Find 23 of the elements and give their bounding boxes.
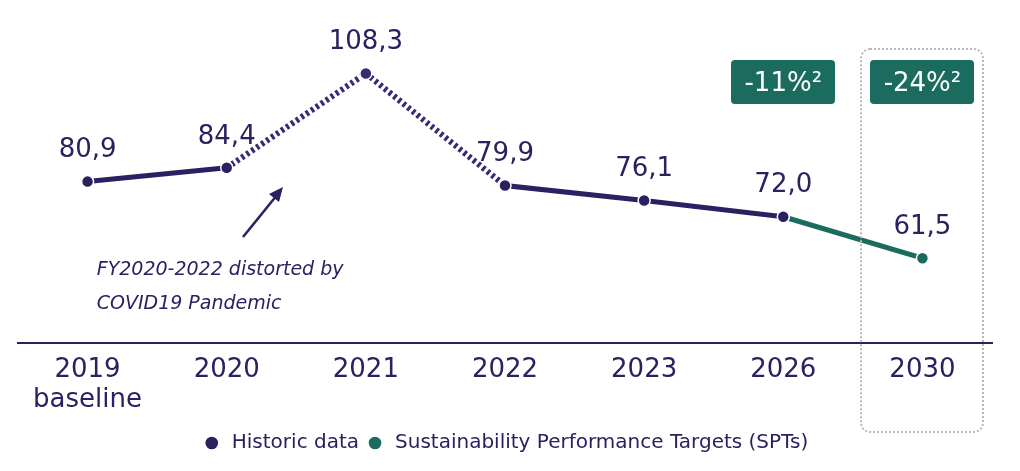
legend-label: Sustainability Performance Targets (SPTs) <box>395 429 809 454</box>
point <box>359 66 373 81</box>
data-label: 84,4 <box>197 119 256 150</box>
x-tick-label: 2026 <box>750 352 817 383</box>
x-tick-label: 2021 <box>332 352 399 383</box>
data-label: 79,9 <box>476 137 534 168</box>
data-label: 72,0 <box>754 168 813 199</box>
x-tick-label: 2023 <box>611 352 678 383</box>
point <box>915 251 930 265</box>
point <box>80 174 95 189</box>
point <box>637 193 651 208</box>
annotation: FY2020-2022 distorted by COVID19 Pandemic <box>96 256 345 316</box>
data-label: 80,9 <box>58 133 117 164</box>
data-label: 61,5 <box>893 209 952 240</box>
data-label: 76,1 <box>615 152 674 183</box>
x-tick-label: 2022 <box>471 352 539 383</box>
annotation: -24%² <box>870 60 975 104</box>
x-tick-label: 2019 baseline <box>33 352 143 413</box>
legend-label: Historic data <box>231 429 360 454</box>
data-label: 108,3 <box>328 25 404 56</box>
x-tick-label: 2030 <box>889 352 956 383</box>
annotation: -11%² <box>731 60 836 104</box>
x-tick-label: 2020 <box>193 352 260 383</box>
